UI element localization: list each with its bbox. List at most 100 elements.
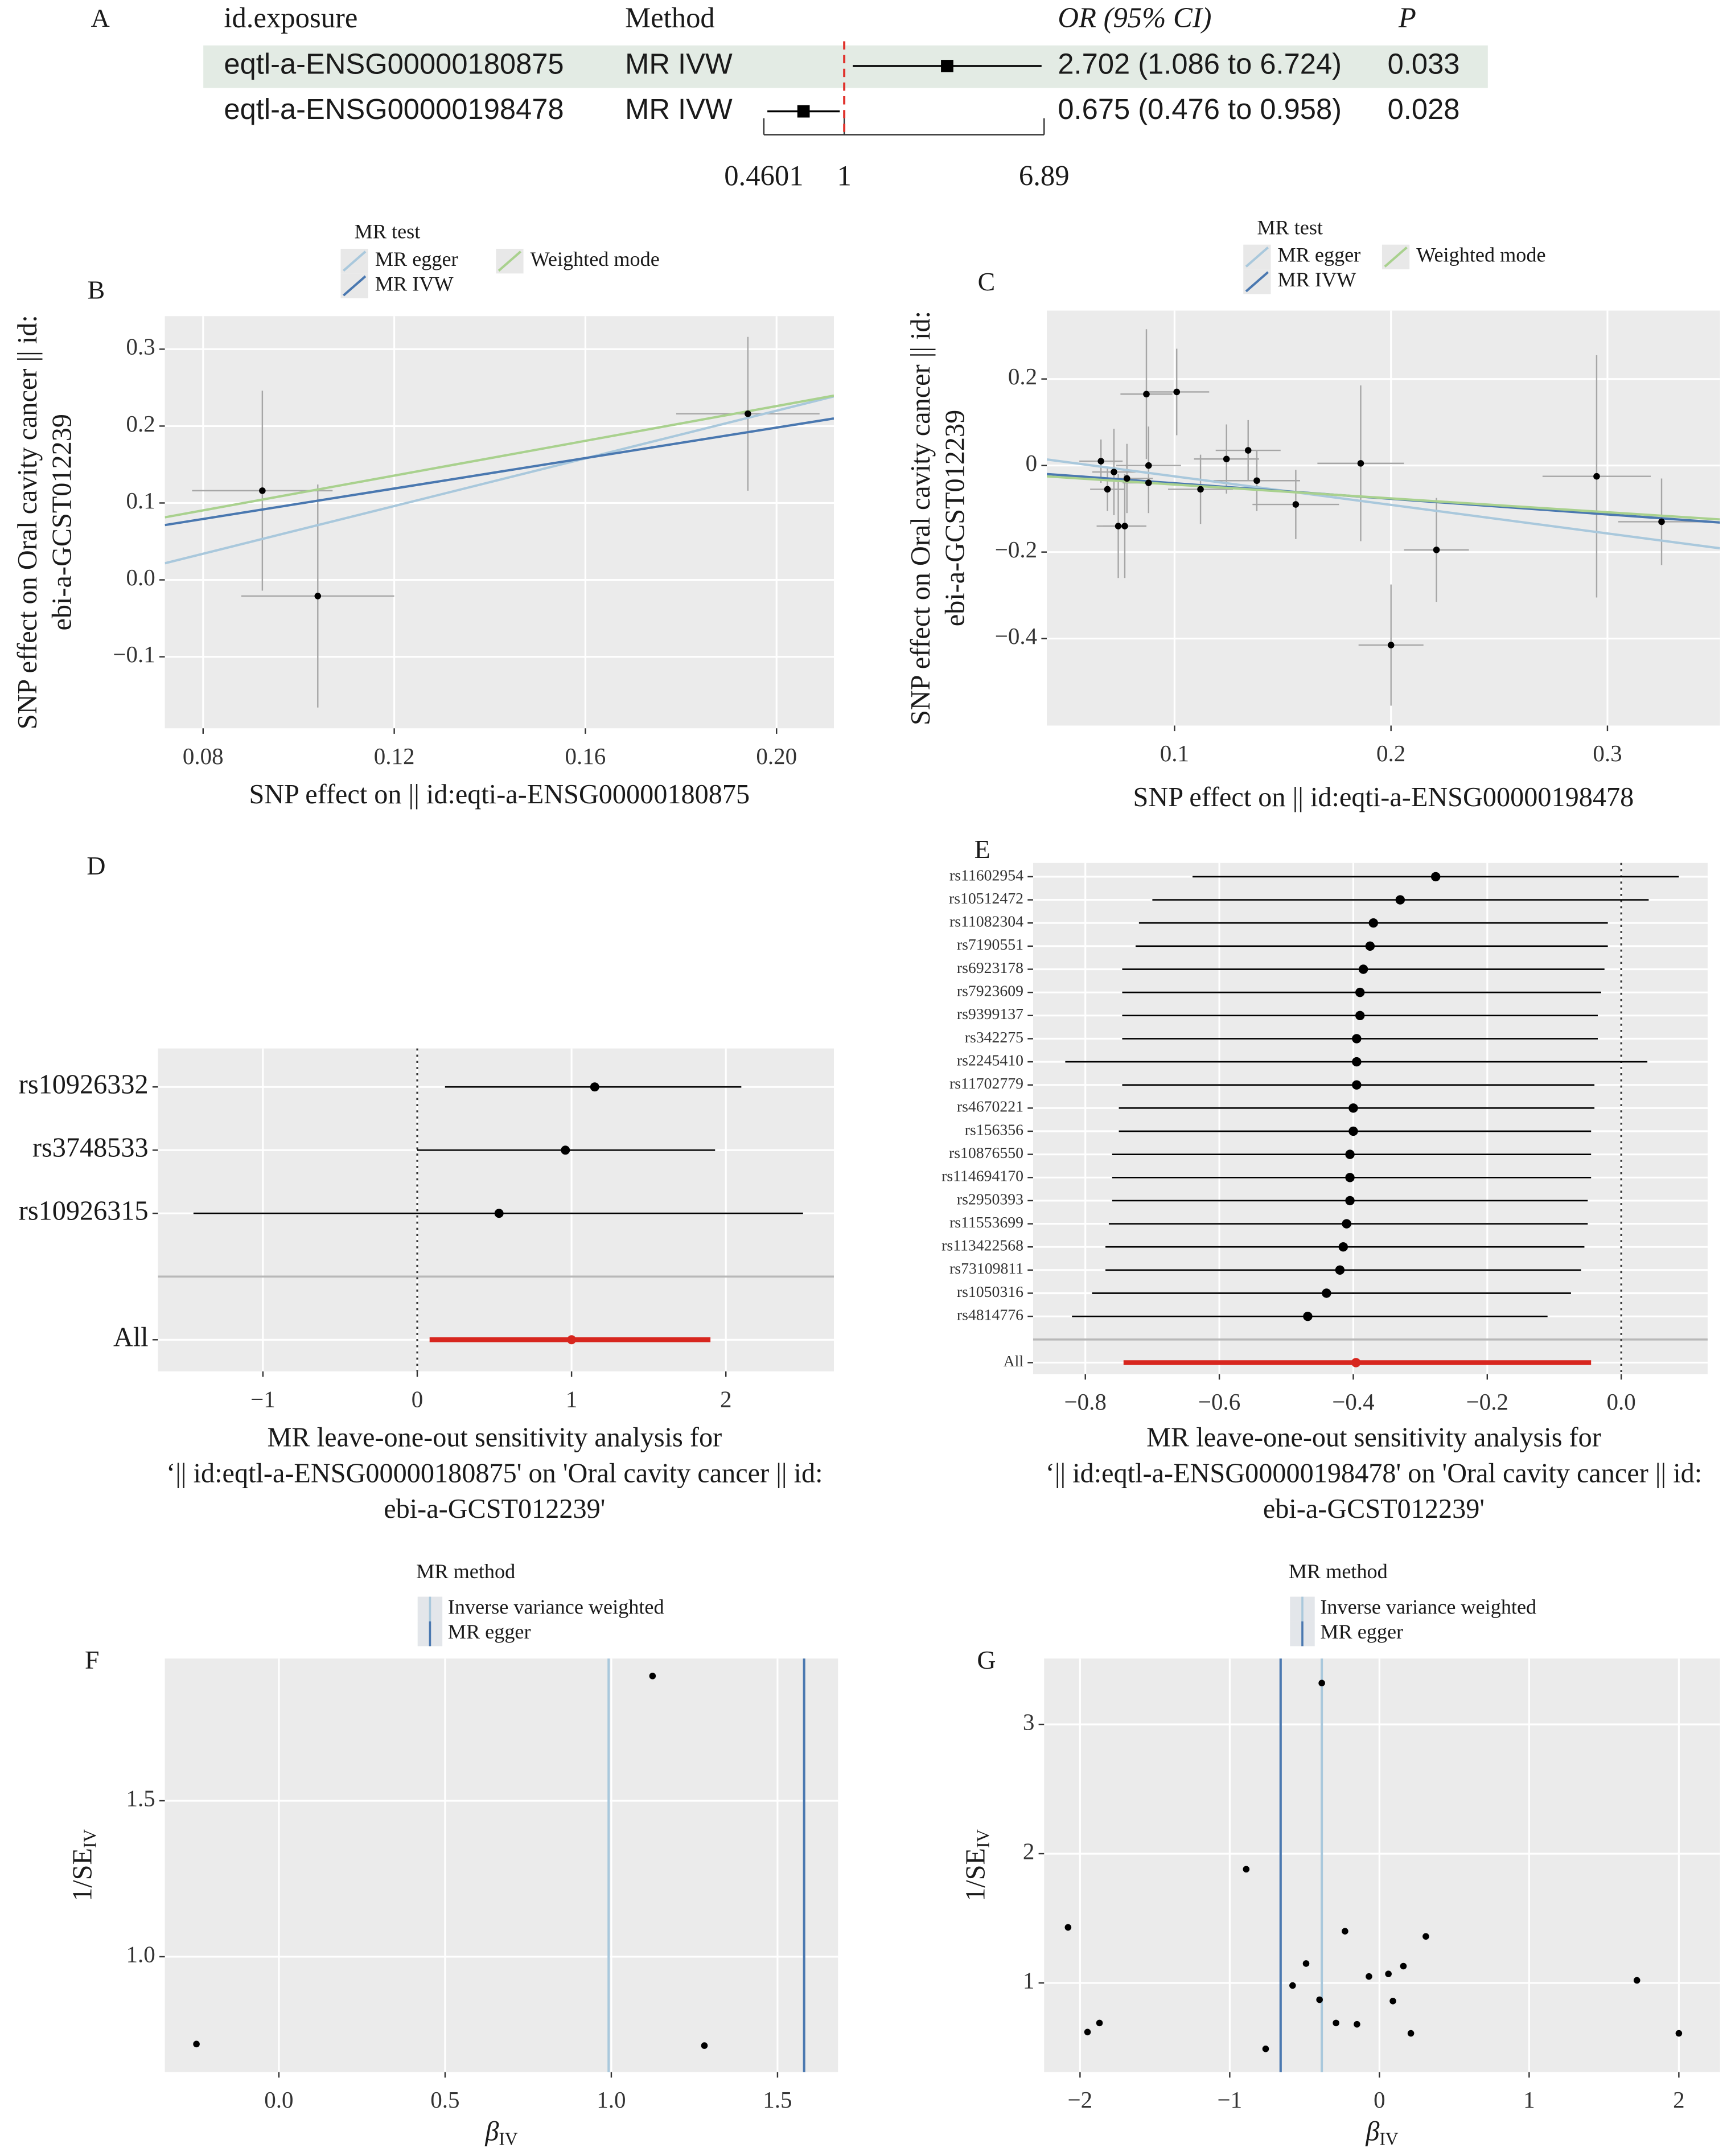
y-axis-label: ebi-a-GCST012239 xyxy=(940,410,970,627)
legend-title: MR test xyxy=(355,220,421,243)
x-tick-label: 1.5 xyxy=(763,2087,792,2113)
y-axis-label: 1/SEIV xyxy=(68,1829,100,1902)
plot-background xyxy=(1047,310,1720,726)
estimate-point xyxy=(1345,1173,1355,1182)
category-label: rs11602954 xyxy=(949,866,1023,884)
point xyxy=(1121,523,1128,529)
x-tick-label: 1 xyxy=(1523,2087,1535,2113)
category-label: All xyxy=(1004,1353,1024,1370)
estimate-point xyxy=(494,1209,504,1218)
fit-line xyxy=(165,417,834,527)
y-tick-label: 1 xyxy=(1023,1967,1035,1993)
point xyxy=(701,2042,708,2049)
panel-letter: G xyxy=(977,1645,996,1674)
y-axis-label: 1/SEIV xyxy=(960,1829,993,1902)
category-label: rs7923609 xyxy=(957,983,1023,1000)
point xyxy=(1244,447,1252,454)
y-tick-label: 0.0 xyxy=(126,564,155,590)
estimate-point xyxy=(1358,964,1368,974)
y-tick-label: 0 xyxy=(1026,450,1038,476)
x-tick-label: 0.3 xyxy=(1593,740,1622,766)
point xyxy=(1433,547,1440,553)
x-tick-label: 0.08 xyxy=(183,743,224,769)
estimate-label: 2.702 (1.086 to 6.724) xyxy=(1058,47,1342,80)
x-axis-label-sub: IV xyxy=(499,2129,517,2149)
legend-line xyxy=(1384,247,1408,268)
estimate-point xyxy=(590,1082,599,1092)
category-label: rs114694170 xyxy=(941,1168,1023,1185)
x-tick-label: 0.4601 xyxy=(724,159,803,191)
y-axis-label-sub: IV xyxy=(80,1829,100,1848)
estimate-point xyxy=(1355,987,1365,997)
category-label: All xyxy=(113,1322,149,1352)
y-axis-label: ebi-a-GCST012239 xyxy=(47,414,77,631)
exposure: eqtl-a-ENSG00000180875 xyxy=(224,47,564,80)
y-tick-label: 2 xyxy=(1023,1838,1035,1864)
y-axis-label: SNP effect on Oral cavity cancer || id: xyxy=(13,315,43,729)
legend-label: Weighted mode xyxy=(1416,244,1545,266)
category-label: rs2950393 xyxy=(957,1190,1023,1208)
panel-letter: D xyxy=(87,851,105,880)
point xyxy=(1316,1996,1323,2003)
estimate-point xyxy=(1345,1196,1355,1206)
point xyxy=(193,2040,200,2048)
estimate-point xyxy=(567,1335,577,1345)
point xyxy=(1658,518,1665,525)
point xyxy=(1366,1973,1372,1980)
estimate-point xyxy=(561,1145,570,1155)
panel-letter: C xyxy=(978,267,996,296)
category-label: rs11082304 xyxy=(949,913,1023,931)
point xyxy=(1400,1962,1407,1970)
point xyxy=(1104,486,1111,493)
point xyxy=(1387,642,1395,648)
legend-line xyxy=(1245,247,1269,268)
x-tick-label: 0 xyxy=(1374,2087,1385,2113)
point xyxy=(1097,458,1104,465)
legend-title: MR method xyxy=(416,1560,515,1583)
x-axis-label: ebi-a-GCST012239' xyxy=(1263,1494,1485,1524)
point xyxy=(1633,1977,1640,1984)
point xyxy=(1385,1970,1392,1977)
x-tick-label: −0.4 xyxy=(1332,1389,1374,1415)
point xyxy=(1145,479,1152,486)
x-axis-label-main: β xyxy=(1365,2116,1379,2146)
category-label: rs7190551 xyxy=(957,936,1023,954)
x-tick-label: −0.2 xyxy=(1466,1389,1508,1415)
point xyxy=(649,1673,656,1679)
x-tick-label: 0.0 xyxy=(264,2087,293,2113)
x-tick-label: 2 xyxy=(720,1386,732,1412)
point xyxy=(1115,523,1122,529)
panel-letter: B xyxy=(88,276,105,305)
x-tick-label: 6.89 xyxy=(1019,159,1070,191)
x-tick-label: −1 xyxy=(250,1386,276,1412)
column-header: Method xyxy=(625,2,715,34)
point xyxy=(1173,388,1181,396)
point xyxy=(1342,1928,1348,1935)
category-label: rs73109811 xyxy=(949,1260,1023,1278)
estimate-point xyxy=(1335,1265,1345,1275)
point xyxy=(1096,2019,1103,2027)
point xyxy=(745,410,751,417)
point xyxy=(1145,462,1152,469)
point xyxy=(1243,1866,1250,1873)
panel-letter: A xyxy=(91,3,110,32)
point xyxy=(1223,455,1230,463)
estimate-point xyxy=(1348,1103,1358,1113)
estimate-point xyxy=(1352,1080,1362,1090)
y-tick-label: 0.2 xyxy=(1008,363,1037,389)
x-tick-label: −2 xyxy=(1068,2087,1093,2113)
estimate-point xyxy=(1355,1011,1365,1020)
estimate-point xyxy=(1352,1034,1362,1044)
point xyxy=(259,487,266,494)
category-label: rs10926315 xyxy=(19,1196,149,1226)
category-label: rs3748533 xyxy=(32,1132,149,1163)
y-tick-label: 0.3 xyxy=(126,334,155,360)
column-header: id.exposure xyxy=(224,2,357,34)
estimate-point xyxy=(1395,895,1405,905)
plot-background xyxy=(158,1048,834,1371)
category-label: rs10926332 xyxy=(19,1069,149,1099)
column-header: P xyxy=(1398,2,1416,34)
x-axis-label: ‘|| id:eqtl-a-ENSG00000198478' on 'Oral … xyxy=(1046,1458,1702,1488)
category-label: rs156356 xyxy=(965,1121,1023,1139)
category-label: rs10876550 xyxy=(949,1144,1023,1162)
